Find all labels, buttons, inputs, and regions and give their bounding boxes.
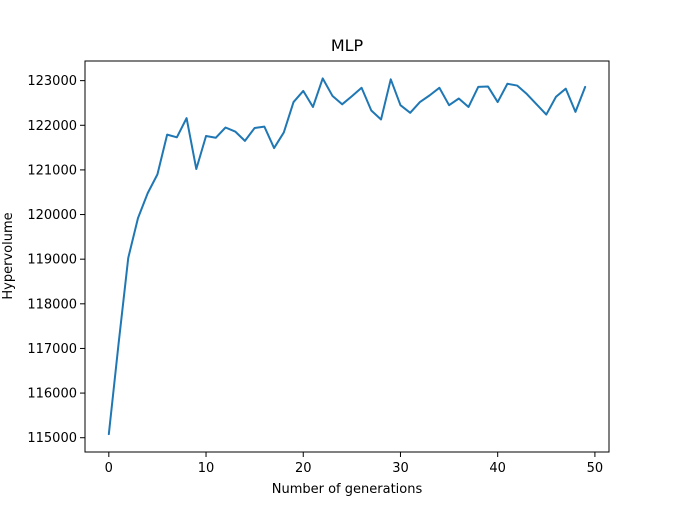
x-tick-label: 40 (489, 461, 506, 476)
y-tick-label: 123000 (27, 74, 77, 89)
plot-frame (84, 60, 610, 453)
x-tick-label: 0 (105, 461, 113, 476)
y-tick-label: 120000 (27, 208, 77, 223)
y-axis-label: Hypervolume (1, 212, 16, 299)
y-tick-label: 119000 (27, 253, 77, 268)
series-layer (107, 77, 587, 436)
y-tick-label: 122000 (27, 119, 77, 134)
chart-title: MLP (331, 36, 364, 55)
x-axis-ticks: 0 10 20 30 40 50 (105, 452, 603, 476)
y-tick-label: 117000 (27, 342, 77, 357)
y-axis-ticks: 115000 116000 117000 118000 119000 120000 1210… (27, 74, 85, 446)
x-tick-label: 50 (587, 461, 604, 476)
y-tick-label: 115000 (27, 431, 77, 446)
y-tick-label: 118000 (27, 297, 77, 312)
plot-area: 0 10 20 30 40 50 115000 116000 117000 118000 1190… (27, 60, 610, 476)
x-tick-label: 30 (392, 461, 409, 476)
y-tick-label: 116000 (27, 387, 77, 402)
series-line (107, 77, 587, 436)
x-tick-label: 10 (198, 461, 215, 476)
x-axis-label: Number of generations (272, 482, 423, 497)
x-tick-label: 20 (295, 461, 312, 476)
y-tick-label: 121000 (27, 163, 77, 178)
